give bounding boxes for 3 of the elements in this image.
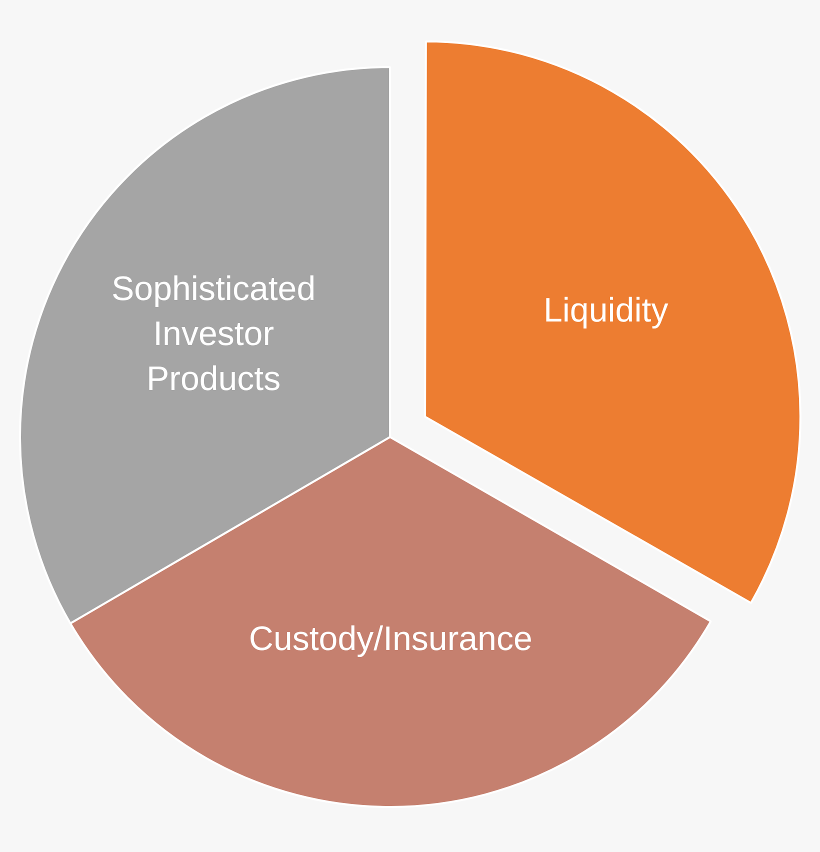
slice-label: Liquidity xyxy=(543,291,668,330)
slice-label: Custody/Insurance xyxy=(248,620,532,658)
slice-label: Sophisticated Investor Products xyxy=(111,270,316,398)
